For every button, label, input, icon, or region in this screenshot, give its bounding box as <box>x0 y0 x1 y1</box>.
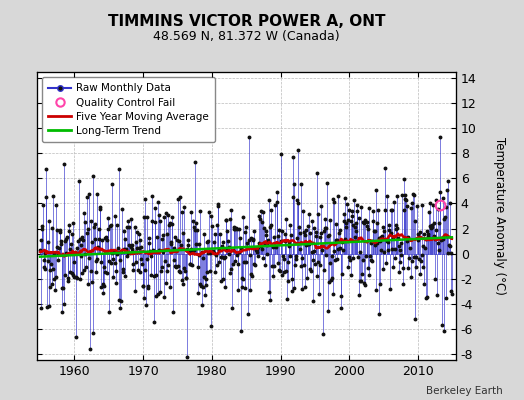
Text: Berkeley Earth: Berkeley Earth <box>427 386 503 396</box>
Text: 48.569 N, 81.372 W (Canada): 48.569 N, 81.372 W (Canada) <box>153 30 340 43</box>
Y-axis label: Temperature Anomaly (°C): Temperature Anomaly (°C) <box>493 137 506 295</box>
Legend: Raw Monthly Data, Quality Control Fail, Five Year Moving Average, Long-Term Tren: Raw Monthly Data, Quality Control Fail, … <box>42 77 215 142</box>
Text: TIMMINS VICTOR POWER A, ONT: TIMMINS VICTOR POWER A, ONT <box>107 14 385 29</box>
